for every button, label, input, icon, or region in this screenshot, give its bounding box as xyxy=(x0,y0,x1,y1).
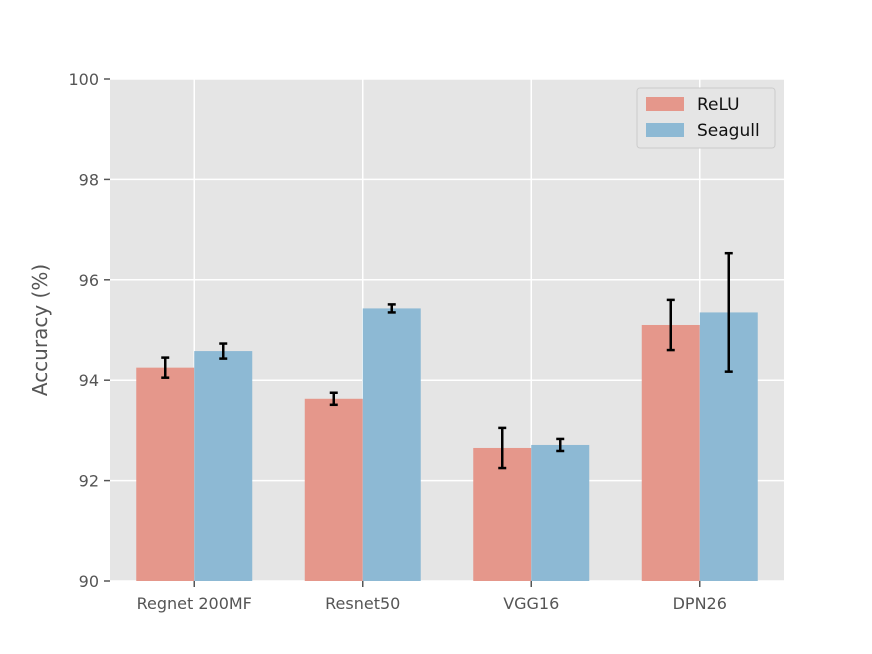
x-tick-label: DPN26 xyxy=(673,594,727,613)
x-axis: Regnet 200MF Resnet50 VGG16 DPN26 xyxy=(137,581,727,613)
error-bar-seagull-3 xyxy=(724,251,733,373)
error-bar-seagull-0 xyxy=(219,342,228,360)
y-tick-label: 98 xyxy=(79,170,99,189)
bar-seagull-1 xyxy=(362,308,421,581)
y-tick-label: 96 xyxy=(79,271,99,290)
bar-relu-1 xyxy=(304,398,363,581)
legend-label-seagull: Seagull xyxy=(697,121,760,141)
legend-swatch-relu xyxy=(646,97,684,111)
x-tick-label: VGG16 xyxy=(503,594,559,613)
legend-label-relu: ReLU xyxy=(697,95,740,115)
error-bar-relu-3 xyxy=(666,298,675,352)
error-bar-relu-2 xyxy=(498,426,507,470)
legend-swatch-seagull xyxy=(646,123,684,137)
legend: ReLU Seagull xyxy=(636,87,776,149)
error-bar-seagull-2 xyxy=(556,437,565,453)
bar-seagull-2 xyxy=(531,444,590,581)
y-tick-label: 90 xyxy=(79,572,99,591)
x-tick-label: Resnet50 xyxy=(325,594,400,613)
error-bars xyxy=(161,251,733,470)
error-bar-relu-0 xyxy=(161,356,170,379)
bars xyxy=(136,308,758,581)
bar-seagull-0 xyxy=(194,351,253,581)
bar-relu-0 xyxy=(136,367,195,581)
y-axis: 90 92 94 96 98 100 xyxy=(68,70,110,591)
error-bar-seagull-1 xyxy=(387,303,396,314)
y-tick-label: 92 xyxy=(79,472,99,491)
y-axis-label: Accuracy (%) xyxy=(28,264,52,396)
bar-relu-2 xyxy=(473,447,532,581)
x-tick-label: Regnet 200MF xyxy=(137,594,252,613)
error-bar-relu-1 xyxy=(329,391,338,407)
bar-relu-3 xyxy=(641,324,700,581)
y-tick-label: 94 xyxy=(79,371,99,390)
y-tick-label: 100 xyxy=(68,70,99,89)
